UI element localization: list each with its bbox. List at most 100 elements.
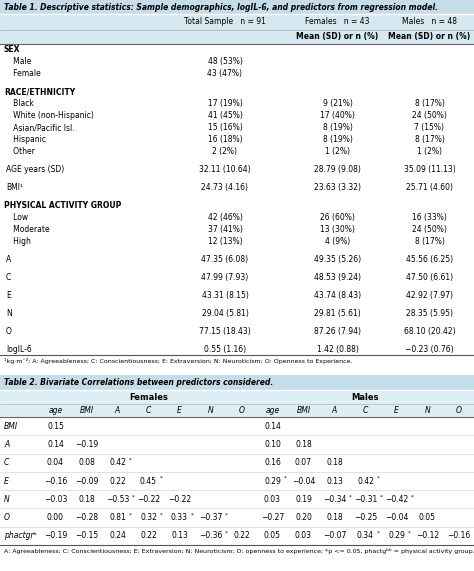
Text: −0.27: −0.27 [261,513,284,522]
Text: 8 (17%): 8 (17%) [415,99,445,108]
Text: 1.42 (0.88): 1.42 (0.88) [317,344,358,353]
Text: 23.63 (3.32): 23.63 (3.32) [314,183,361,192]
Text: Females   n = 43: Females n = 43 [305,18,370,26]
Text: −0.16: −0.16 [447,532,470,540]
Text: 0.22: 0.22 [140,532,157,540]
Text: 0.03: 0.03 [264,495,281,504]
Text: −0.12: −0.12 [416,532,439,540]
Text: 42 (46%): 42 (46%) [208,213,242,222]
Text: *: * [377,476,380,481]
Text: −0.34: −0.34 [323,495,346,504]
Text: Females: Females [129,392,168,401]
Text: −0.19: −0.19 [75,440,98,449]
Text: SEX: SEX [4,46,20,54]
Text: 28.35 (5.95): 28.35 (5.95) [406,309,453,317]
Text: 7 (15%): 7 (15%) [414,123,445,132]
Text: N: N [4,495,10,504]
Text: 24 (50%): 24 (50%) [412,225,447,234]
Bar [0,14,474,30]
Text: Mean (SD) or n (%): Mean (SD) or n (%) [296,33,379,42]
Text: −0.22: −0.22 [168,495,191,504]
Text: 15 (16%): 15 (16%) [208,123,242,132]
Text: 16 (33%): 16 (33%) [412,213,447,222]
Text: −0.22: −0.22 [137,495,160,504]
Bar [0,375,474,390]
Text: 0.22: 0.22 [233,532,250,540]
Text: 0.24: 0.24 [109,532,126,540]
Text: 16 (18%): 16 (18%) [208,135,242,144]
Text: Asian/Pacific Isl.: Asian/Pacific Isl. [6,123,74,132]
Text: 0.55 (1.16): 0.55 (1.16) [204,344,246,353]
Text: *: * [129,513,131,517]
Text: Hispanic: Hispanic [6,135,46,144]
Text: Males   n = 48: Males n = 48 [402,18,457,26]
Text: 0.13: 0.13 [171,532,188,540]
Text: *: * [129,458,131,463]
Text: 48 (53%): 48 (53%) [208,58,242,66]
Text: O: O [456,406,462,415]
Text: 43.31 (8.15): 43.31 (8.15) [201,291,248,300]
Text: 0.13: 0.13 [326,477,343,485]
Text: age: age [48,406,63,415]
Text: *: * [284,476,286,481]
Text: A: A [4,440,9,449]
Text: BMI: BMI [80,406,93,415]
Text: 45.56 (6.25): 45.56 (6.25) [406,255,453,264]
Text: ¹kg·m⁻²; A: Agreeableness; C: Conscientiousness; E: Extraversion; N: Neuroticism: ¹kg·m⁻²; A: Agreeableness; C: Conscienti… [4,358,353,364]
Text: 48.53 (9.24): 48.53 (9.24) [314,273,361,282]
Text: C: C [363,406,368,415]
Text: −0.07: −0.07 [323,532,346,540]
Text: 42.92 (7.97): 42.92 (7.97) [406,291,453,300]
Text: 9 (21%): 9 (21%) [323,99,353,108]
Text: 0.32: 0.32 [140,513,157,522]
Text: *: * [408,531,410,536]
Text: A: A [115,406,120,415]
Bar [0,404,474,417]
Text: 0.34: 0.34 [357,532,374,540]
Text: 1 (2%): 1 (2%) [325,147,350,156]
Text: 8 (19%): 8 (19%) [323,123,353,132]
Text: 0.42: 0.42 [109,458,126,467]
Text: AGE years (SD): AGE years (SD) [6,165,64,174]
Text: 35.09 (11.13): 35.09 (11.13) [404,165,456,174]
Text: 0.20: 0.20 [295,513,312,522]
Text: E: E [394,406,399,415]
Bar [0,0,474,14]
Text: 0.42: 0.42 [357,477,374,485]
Text: *: * [191,513,193,517]
Text: 0.15: 0.15 [47,421,64,431]
Text: 0.29: 0.29 [388,532,405,540]
Text: Low: Low [6,213,28,222]
Text: *: * [131,494,134,499]
Text: E: E [177,406,182,415]
Bar [0,390,474,404]
Text: BMI: BMI [296,406,310,415]
Text: *: * [160,476,163,481]
Text: 0.16: 0.16 [264,458,281,467]
Text: 87.26 (7.94): 87.26 (7.94) [314,327,361,336]
Text: 43.74 (8.43): 43.74 (8.43) [314,291,361,300]
Text: 47.99 (7.93): 47.99 (7.93) [201,273,249,282]
Text: O: O [238,406,245,415]
Text: −0.03: −0.03 [44,495,67,504]
Text: −0.53: −0.53 [106,495,129,504]
Text: 0.29: 0.29 [264,477,281,485]
Text: 0.14: 0.14 [47,440,64,449]
Text: *: * [225,531,227,536]
Text: A: A [6,255,11,264]
Text: 32.11 (10.64): 32.11 (10.64) [199,165,251,174]
Text: *: * [160,513,163,517]
Text: 0.08: 0.08 [78,458,95,467]
Text: 0.18: 0.18 [326,513,343,522]
Text: 49.35 (5.26): 49.35 (5.26) [314,255,361,264]
Text: White (non-Hispanic): White (non-Hispanic) [6,111,94,120]
Text: A: A [332,406,337,415]
Text: 68.10 (20.42): 68.10 (20.42) [404,327,456,336]
Text: C: C [146,406,151,415]
Text: phactgrᵇ: phactgrᵇ [4,532,37,540]
Text: 0.10: 0.10 [264,440,281,449]
Text: 4 (9%): 4 (9%) [325,237,350,246]
Text: O: O [4,513,10,522]
Text: −0.16: −0.16 [44,477,67,485]
Text: *: * [377,531,380,536]
